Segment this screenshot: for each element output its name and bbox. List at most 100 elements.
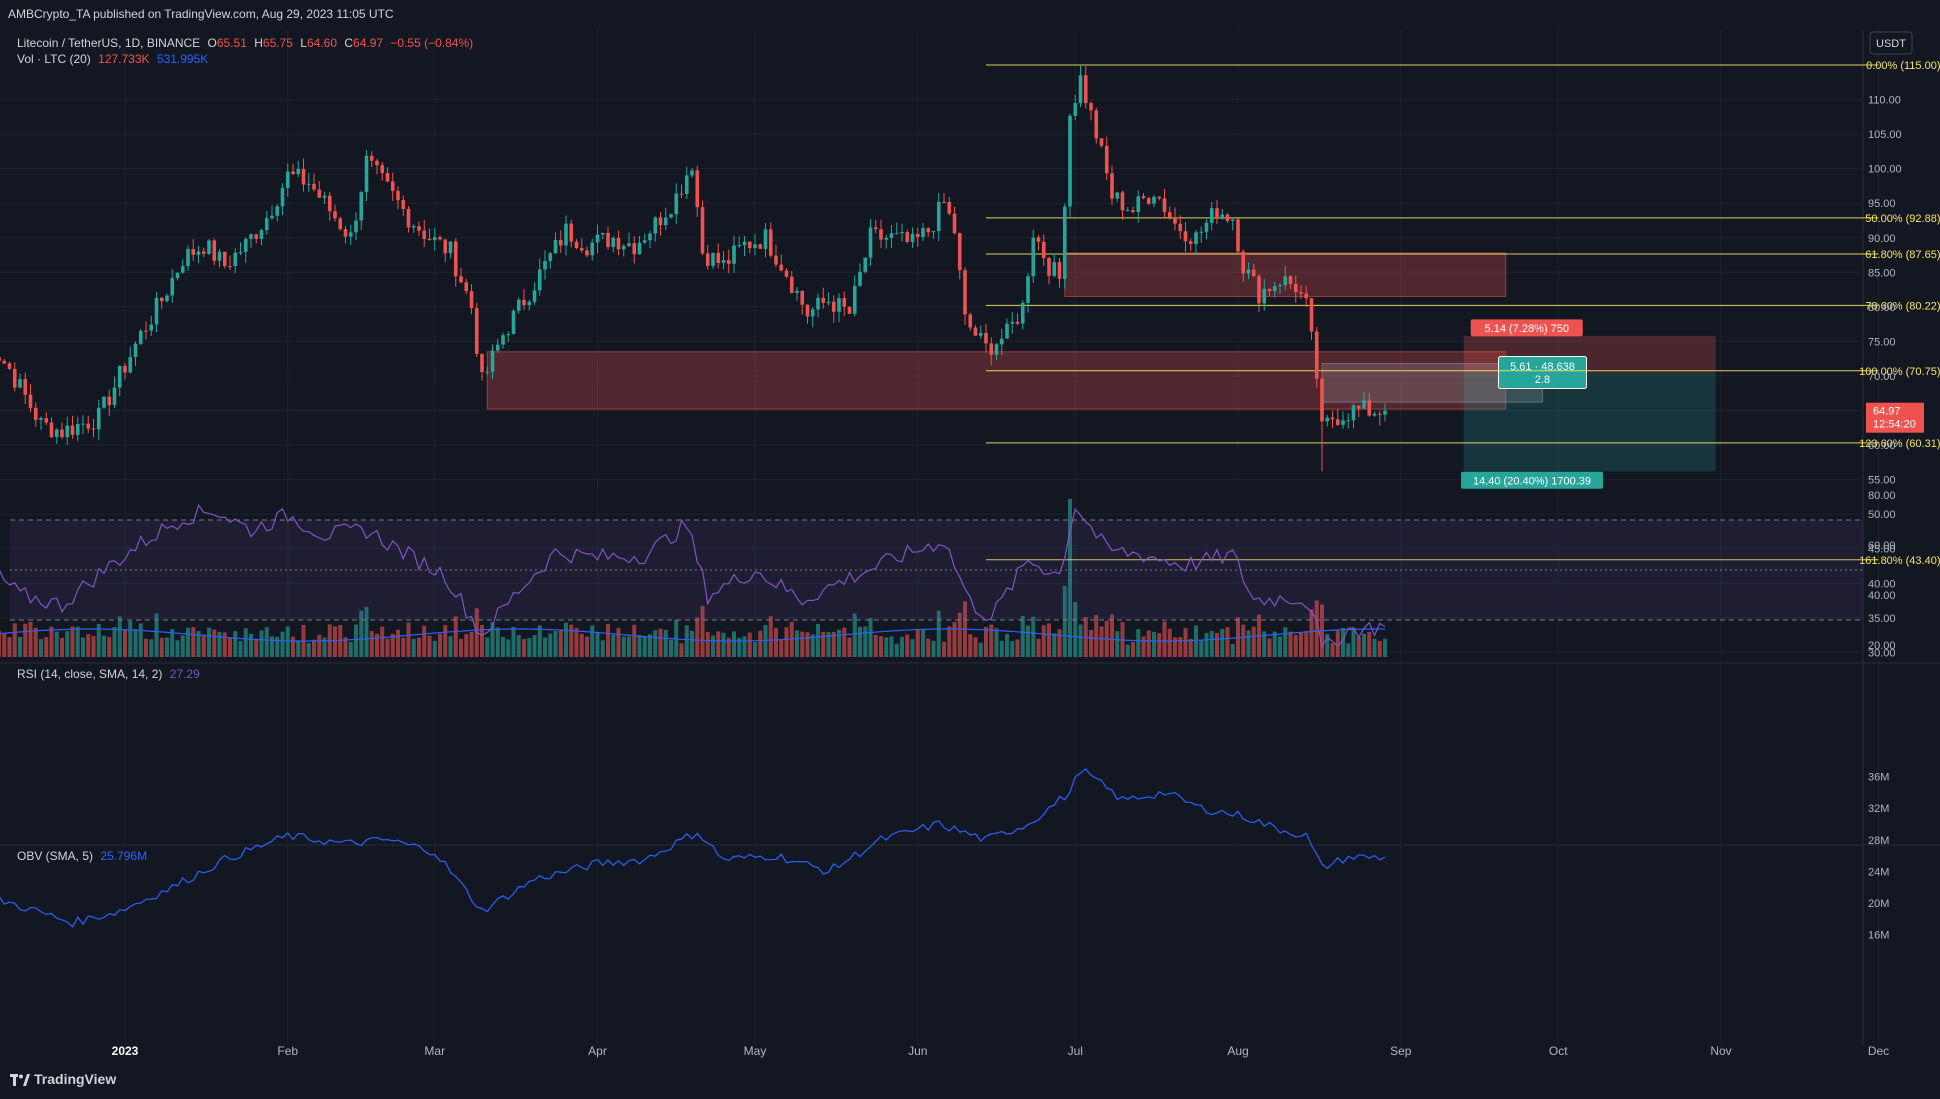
candle-body: [579, 247, 584, 251]
volume-bar: [852, 613, 857, 657]
candle-body: [474, 308, 479, 354]
volume-bar: [868, 618, 873, 657]
price-tick-label: 70.00: [1868, 371, 1896, 383]
candle-body: [354, 220, 358, 233]
volume-bar: [774, 627, 778, 657]
candle-body: [774, 255, 778, 265]
candle-body: [805, 304, 810, 317]
candle-body: [999, 338, 1004, 345]
candle-body: [1094, 110, 1099, 139]
candle-body: [275, 206, 280, 216]
volume-bar: [627, 636, 631, 657]
candle-body: [1251, 269, 1256, 277]
volume-bar: [884, 637, 889, 657]
candle-body: [742, 241, 747, 246]
obv-label: OBV (SMA, 5): [17, 849, 94, 863]
volume-bar: [558, 629, 563, 657]
volume-bar: [1220, 628, 1225, 657]
volume-bar: [889, 636, 894, 657]
candle-body: [369, 155, 374, 161]
volume-bar: [999, 640, 1004, 657]
currency-box: [1869, 31, 1913, 55]
volume-bar: [1020, 615, 1025, 657]
volume-bar: [663, 629, 668, 657]
candle-body: [1120, 192, 1125, 211]
volume-bar: [905, 634, 910, 657]
open-label: O: [207, 36, 217, 50]
volume-bar: [600, 640, 605, 657]
volume-bar: [1178, 637, 1183, 657]
volume-bar: [1209, 630, 1214, 657]
candle-body: [1031, 237, 1036, 277]
candle-body: [1036, 237, 1041, 242]
low-value: 64.60: [306, 36, 338, 50]
volume-bar: [12, 623, 17, 657]
candle-body: [952, 213, 957, 234]
candle-body: [212, 240, 217, 261]
take-profit-label-bg: [1461, 471, 1603, 489]
candle-body: [81, 423, 85, 425]
volume-bar: [364, 606, 369, 657]
rsi-tick-label: 80.00: [1868, 490, 1896, 502]
candle-body: [1220, 214, 1225, 219]
volume-bar: [123, 629, 127, 657]
candle-body: [469, 291, 474, 309]
fib-retracement: 0.00% (115.00) 50.00% (92.88) 61.80% (87.6…: [986, 60, 1940, 567]
volume-bar: [128, 620, 133, 657]
volume-bar: [1335, 630, 1340, 657]
volume-bar: [1346, 643, 1351, 657]
candle-body: [333, 211, 337, 219]
close-label: C: [344, 36, 354, 50]
volume-bar: [2, 633, 7, 657]
volume-bar: [191, 627, 196, 657]
volume-bar: [49, 626, 54, 657]
volume-bar: [275, 636, 280, 657]
volume-bar: [1267, 638, 1272, 657]
volume-bar: [768, 616, 773, 657]
volume-bar: [196, 631, 201, 657]
volume-bar: [1183, 628, 1188, 657]
candle-body: [1157, 196, 1162, 199]
candle-body: [1230, 219, 1235, 221]
candle-body: [390, 181, 395, 191]
volume-bar: [616, 628, 621, 657]
volume-bar: [186, 627, 190, 657]
candle-body: [611, 237, 616, 247]
volume-bar: [858, 626, 862, 657]
volume-bar: [102, 635, 106, 657]
candle-body: [1099, 138, 1104, 146]
tradingview-brand: TradingView: [34, 1071, 117, 1087]
volume-bar: [233, 631, 238, 657]
volume-bar: [894, 643, 899, 657]
volume-bar: [375, 633, 379, 657]
volume-bar: [569, 624, 574, 657]
candle-body: [1215, 208, 1219, 219]
fib-level-label: 100.00% (70.75): [1859, 366, 1940, 378]
volume-bar: [711, 635, 715, 657]
volume-bar: [459, 638, 463, 657]
volume-bar: [1230, 643, 1235, 657]
candle-body: [1167, 212, 1172, 218]
candle-body: [317, 189, 322, 198]
volume-bar: [879, 636, 883, 657]
candle-body: [653, 217, 658, 234]
candle-body: [1272, 286, 1277, 292]
volume-bar: [422, 625, 427, 657]
candle-body: [506, 334, 511, 336]
candle-body: [1041, 241, 1046, 258]
candle-body: [679, 193, 684, 195]
price-tick-label: 60.00: [1868, 440, 1896, 452]
candle-body: [180, 266, 185, 273]
volume-bar: [926, 638, 931, 657]
candle-body: [569, 223, 574, 242]
volume-bar: [564, 622, 568, 657]
time-tick-label: Oct: [1549, 1044, 1568, 1058]
tradingview-logo[interactable]: TradingView: [10, 1071, 116, 1087]
price-tick-label: 80.00: [1868, 302, 1896, 314]
candle-body: [921, 228, 925, 238]
candle-body: [170, 278, 175, 296]
volume-bar: [1041, 625, 1046, 657]
candle-body: [1299, 292, 1303, 294]
